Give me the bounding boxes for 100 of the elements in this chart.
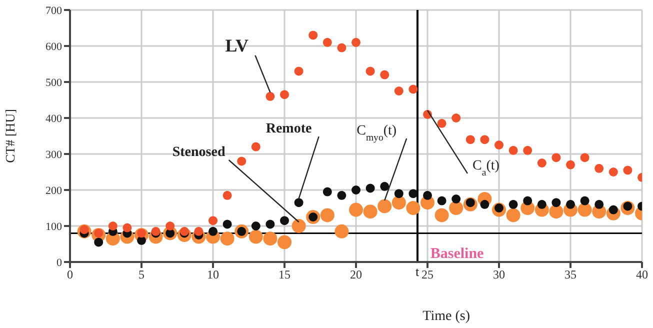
point xyxy=(378,199,392,214)
ref-line-label: t xyxy=(415,264,420,279)
y-tick-label: 700 xyxy=(46,4,62,17)
point xyxy=(406,201,420,215)
point xyxy=(480,135,490,144)
point xyxy=(594,200,604,209)
point xyxy=(294,198,304,208)
x-tick-label: 30 xyxy=(493,268,505,282)
point xyxy=(380,70,390,80)
point xyxy=(322,187,332,196)
point xyxy=(208,216,218,226)
y-tick-label: 200 xyxy=(46,184,62,197)
point xyxy=(437,196,446,206)
annotation: Remote xyxy=(266,122,312,137)
point xyxy=(423,190,432,200)
point xyxy=(320,208,334,222)
point xyxy=(292,219,306,233)
point xyxy=(280,216,289,226)
annotation: LV xyxy=(225,35,249,56)
point xyxy=(352,186,360,194)
point xyxy=(366,184,375,193)
point xyxy=(334,224,349,238)
point xyxy=(380,182,390,191)
point xyxy=(278,235,292,250)
point xyxy=(308,30,318,40)
point xyxy=(94,238,104,247)
point xyxy=(608,168,618,176)
point xyxy=(280,90,289,100)
point xyxy=(580,153,590,162)
x-tick-label: 0 xyxy=(67,268,73,282)
annotation: C$_{a}$(t) xyxy=(472,158,500,178)
point xyxy=(449,201,464,215)
point xyxy=(452,114,461,122)
point xyxy=(352,38,360,47)
point xyxy=(394,86,404,96)
point xyxy=(294,66,304,76)
x-tick-label: 15 xyxy=(278,268,290,282)
point xyxy=(248,230,263,244)
point xyxy=(166,222,175,230)
point xyxy=(394,189,404,198)
point xyxy=(251,142,260,152)
point xyxy=(263,232,278,246)
annotation: C$_{myo}$(t) xyxy=(356,123,397,143)
point xyxy=(251,222,260,230)
point xyxy=(108,222,118,230)
point xyxy=(392,196,406,210)
point xyxy=(537,200,546,209)
point xyxy=(549,204,564,219)
x-tick-label: 25 xyxy=(422,268,434,282)
point xyxy=(349,202,363,217)
point xyxy=(337,43,346,52)
point xyxy=(523,196,532,206)
point xyxy=(537,158,546,168)
point xyxy=(578,202,592,217)
y-tick-label: 400 xyxy=(46,112,62,125)
point xyxy=(566,200,575,209)
point xyxy=(506,208,520,222)
point xyxy=(552,153,561,162)
y-axis-title: CT# [HU] xyxy=(2,109,18,163)
point xyxy=(594,164,604,173)
point xyxy=(452,194,461,204)
x-tick-label: 20 xyxy=(350,268,362,282)
y-tick-label: 500 xyxy=(46,76,62,89)
point xyxy=(623,166,632,175)
x-tick-label: 35 xyxy=(564,268,576,282)
y-tick-label: 0 xyxy=(56,256,62,269)
point xyxy=(366,66,375,76)
point xyxy=(508,146,518,155)
point xyxy=(363,204,378,219)
point xyxy=(266,92,275,101)
point xyxy=(508,200,518,209)
ref-line-label: Baseline xyxy=(430,246,484,262)
point xyxy=(222,220,232,229)
y-tick-label: 300 xyxy=(46,148,62,161)
point xyxy=(566,160,575,170)
x-tick-label: 10 xyxy=(207,268,219,282)
point xyxy=(208,226,218,236)
point xyxy=(220,232,234,246)
point xyxy=(580,196,590,206)
point xyxy=(194,226,204,236)
y-tick-label: 600 xyxy=(46,40,62,53)
point xyxy=(466,135,475,144)
point xyxy=(237,156,246,166)
point xyxy=(122,223,132,232)
point xyxy=(408,189,418,198)
point xyxy=(552,198,561,208)
point xyxy=(337,190,346,200)
point xyxy=(266,220,275,229)
point xyxy=(322,38,332,47)
x-tick-label: 40 xyxy=(636,268,648,282)
point xyxy=(408,84,418,94)
x-tick-label: 5 xyxy=(138,268,144,282)
annotation: Stenosed xyxy=(172,145,226,160)
point xyxy=(434,208,449,222)
point xyxy=(523,146,532,155)
point xyxy=(437,118,446,128)
point xyxy=(494,140,504,150)
x-axis-title: Time (s) xyxy=(422,309,470,324)
point xyxy=(480,200,490,209)
point xyxy=(222,190,232,200)
